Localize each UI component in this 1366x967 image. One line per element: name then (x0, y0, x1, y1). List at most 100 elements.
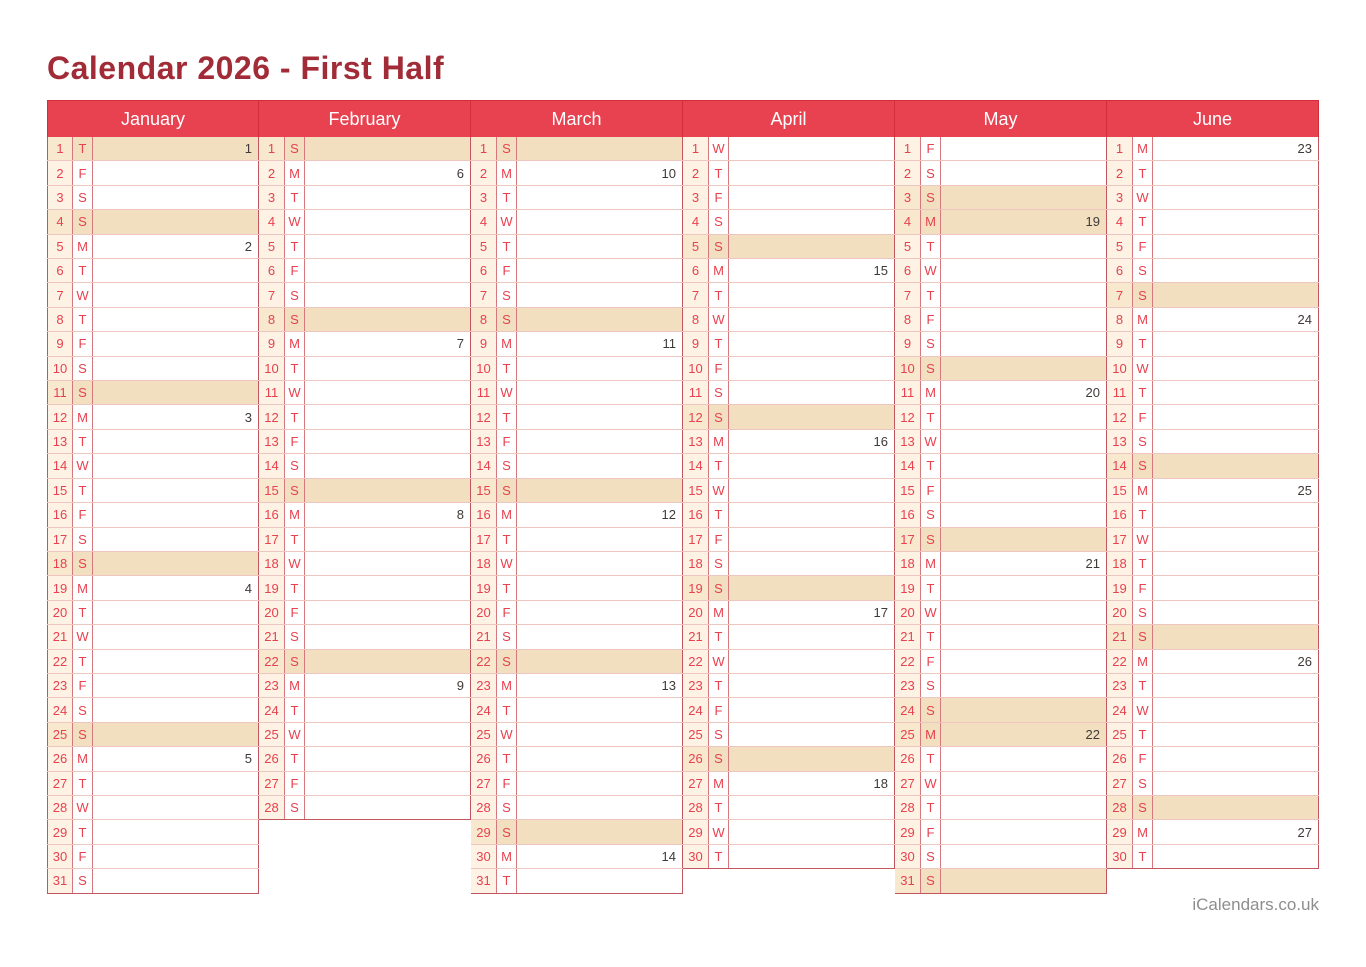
day-number: 22 (47, 649, 73, 673)
notes-cell: 10 (517, 161, 683, 185)
day-row: 17 T (471, 527, 683, 552)
notes-cell (1153, 356, 1319, 381)
week-number: 1 (244, 141, 252, 157)
notes-cell (93, 381, 259, 405)
day-number: 5 (259, 234, 285, 259)
weekday-letter: S (1133, 600, 1153, 625)
notes-cell (517, 576, 683, 600)
weekday-letter: T (921, 747, 941, 771)
weekday-letter: W (497, 722, 517, 747)
day-number: 19 (683, 576, 709, 600)
weekday-letter: S (285, 283, 305, 307)
weekday-letter: S (1133, 259, 1153, 283)
notes-cell (305, 381, 471, 405)
day-row: 14 S (471, 454, 683, 479)
day-row: 19 M 4 (47, 576, 259, 601)
notes-cell (729, 673, 895, 698)
notes-cell (1153, 698, 1319, 722)
day-number: 16 (895, 503, 921, 527)
day-row: 28 S (471, 795, 683, 821)
day-row: 27 W (895, 771, 1107, 796)
day-row: 26 T (471, 747, 683, 772)
day-row: 19 T (895, 576, 1107, 601)
weekday-letter: S (73, 722, 93, 747)
day-row: 12 M 3 (47, 405, 259, 430)
weekday-letter: F (921, 478, 941, 503)
weekday-letter: T (709, 795, 729, 820)
day-number: 7 (47, 283, 73, 307)
notes-cell: 18 (729, 771, 895, 795)
notes-cell (941, 429, 1107, 454)
day-row: 13 F (471, 429, 683, 455)
weekday-letter: T (285, 527, 305, 551)
notes-cell: 6 (305, 161, 471, 185)
day-row: 22 F (895, 649, 1107, 674)
month-column-may: May 1 F 2 S 3 S 4 M 19 5 T 6 W 7 T 8 F 9 S 10 S 11 M 20 12 T 13 W 14 T… (895, 100, 1107, 894)
day-row: 13 F (259, 429, 471, 455)
notes-cell: 24 (1153, 307, 1319, 332)
day-row: 4 M 19 (895, 210, 1107, 235)
notes-cell (1153, 503, 1319, 527)
weekday-letter: T (921, 283, 941, 307)
day-number: 4 (471, 210, 497, 234)
day-row: 28 S (1107, 795, 1319, 821)
day-row: 15 W (683, 478, 895, 504)
weekday-letter: S (1133, 429, 1153, 454)
day-number: 19 (471, 576, 497, 600)
day-number: 15 (683, 478, 709, 503)
weekday-letter: T (73, 429, 93, 454)
day-number: 14 (471, 454, 497, 478)
day-number: 18 (471, 551, 497, 576)
notes-cell (941, 820, 1107, 844)
notes-cell (305, 649, 471, 673)
day-row: 26 T (259, 747, 471, 772)
day-row: 20 T (47, 600, 259, 626)
weekday-letter: S (921, 356, 941, 381)
notes-cell (941, 503, 1107, 527)
day-number: 10 (1107, 356, 1133, 381)
weekday-letter: T (921, 405, 941, 429)
notes-cell (1153, 600, 1319, 625)
weekday-letter: S (921, 332, 941, 356)
weekday-letter: W (921, 259, 941, 283)
weekday-letter: W (921, 771, 941, 795)
day-number: 3 (259, 185, 285, 210)
week-number: 10 (661, 165, 676, 181)
weekday-letter: T (497, 185, 517, 210)
day-number: 30 (683, 844, 709, 869)
weekday-letter: W (497, 381, 517, 405)
notes-cell (729, 234, 895, 259)
notes-cell: 5 (93, 747, 259, 771)
weekday-letter: F (921, 649, 941, 673)
day-row: 23 M 9 (259, 673, 471, 699)
day-row: 21 S (471, 625, 683, 650)
weekday-letter: T (1133, 722, 1153, 747)
notes-cell (305, 551, 471, 576)
notes-cell (1153, 234, 1319, 259)
day-number: 10 (683, 356, 709, 381)
notes-cell (941, 795, 1107, 820)
notes-cell (941, 673, 1107, 698)
day-row: 31 S (895, 869, 1107, 894)
day-number: 24 (683, 698, 709, 722)
day-row: 21 W (47, 625, 259, 650)
day-row: 16 T (1107, 503, 1319, 528)
day-row: 11 M 20 (895, 381, 1107, 406)
day-number: 9 (47, 332, 73, 356)
week-number: 26 (1297, 653, 1312, 669)
notes-cell (305, 429, 471, 454)
day-row: 22 W (683, 649, 895, 674)
weekday-letter: T (921, 795, 941, 820)
day-row: 10 T (259, 356, 471, 382)
day-row: 16 S (895, 503, 1107, 528)
weekday-letter: T (1133, 551, 1153, 576)
day-row: 18 S (683, 551, 895, 577)
notes-cell (729, 625, 895, 649)
notes-cell (517, 283, 683, 307)
weekday-letter: F (73, 503, 93, 527)
notes-cell (305, 478, 471, 503)
notes-cell (517, 478, 683, 503)
day-row: 28 S (259, 795, 471, 821)
